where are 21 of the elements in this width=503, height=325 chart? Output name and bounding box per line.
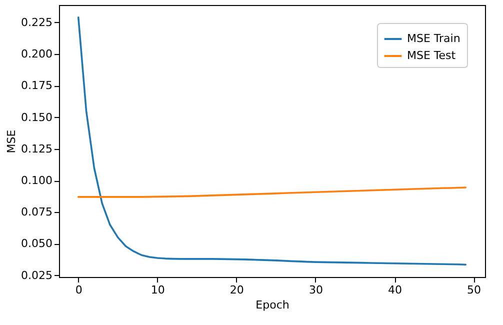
y-tick-label: 0.100 [21,174,52,188]
y-tick-label: 0.225 [21,16,52,29]
y-tick-label: 0.025 [21,268,52,282]
y-tick-label: 0.075 [21,206,52,219]
line-series [77,186,467,198]
y-axis-title: MSE [5,130,18,154]
x-tick-label: 40 [388,284,402,296]
x-tick-label: 10 [150,284,165,296]
x-tick-label: 0 [75,284,82,296]
y-tick-label: 0.200 [21,48,52,61]
x-tick-label: 50 [467,284,482,296]
y-tick-label: 0.125 [21,142,52,156]
line-series [77,16,467,266]
legend-label: MSE Test [407,49,456,62]
x-tick-label: 20 [230,284,244,296]
x-tick-label: 30 [308,284,323,296]
y-tick-label: 0.150 [21,110,52,124]
legend-label: MSE Train [407,32,460,45]
y-tick-label: 0.175 [21,79,52,92]
y-tick-label: 0.050 [21,237,52,250]
x-axis-title: Epoch [256,298,290,312]
